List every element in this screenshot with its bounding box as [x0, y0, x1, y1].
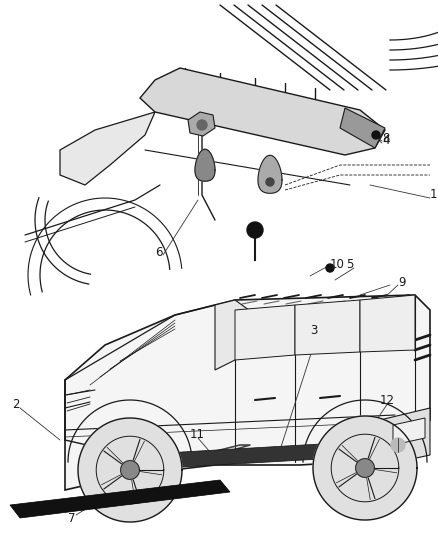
Polygon shape — [235, 305, 295, 360]
Circle shape — [391, 438, 405, 452]
Text: 11: 11 — [190, 429, 205, 441]
Polygon shape — [356, 458, 374, 478]
Polygon shape — [60, 112, 155, 185]
Polygon shape — [340, 108, 385, 148]
Polygon shape — [295, 300, 360, 355]
Polygon shape — [393, 418, 425, 445]
Text: 8: 8 — [382, 132, 389, 144]
Text: 6: 6 — [155, 246, 162, 259]
Text: 10: 10 — [330, 259, 345, 271]
Text: 1: 1 — [430, 189, 438, 201]
Polygon shape — [130, 440, 390, 470]
Polygon shape — [65, 295, 430, 490]
Polygon shape — [195, 149, 215, 181]
Circle shape — [266, 178, 274, 186]
Text: 3: 3 — [310, 324, 318, 336]
Polygon shape — [10, 480, 230, 518]
Text: 7: 7 — [68, 512, 75, 524]
Text: 2: 2 — [12, 399, 20, 411]
Polygon shape — [215, 300, 260, 370]
Polygon shape — [258, 155, 282, 193]
Circle shape — [247, 222, 263, 238]
Circle shape — [372, 131, 380, 139]
Text: 12: 12 — [380, 393, 395, 407]
Text: 5: 5 — [346, 259, 353, 271]
Text: 9: 9 — [398, 276, 406, 288]
Text: 4: 4 — [382, 133, 389, 147]
Polygon shape — [188, 112, 215, 136]
Circle shape — [326, 264, 334, 272]
Polygon shape — [78, 418, 182, 522]
Circle shape — [197, 120, 207, 130]
Polygon shape — [370, 408, 430, 463]
Polygon shape — [313, 416, 417, 520]
Polygon shape — [360, 295, 415, 352]
Polygon shape — [140, 68, 385, 155]
Polygon shape — [120, 461, 139, 479]
